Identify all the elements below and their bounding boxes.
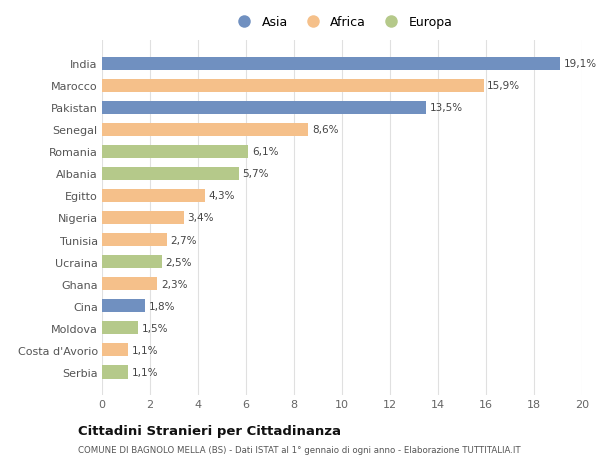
Bar [102,365,128,379]
Text: 1,5%: 1,5% [142,323,168,333]
Text: 1,8%: 1,8% [149,301,175,311]
Bar [102,57,560,71]
Bar [102,277,157,291]
Legend: Asia, Africa, Europa: Asia, Africa, Europa [228,12,456,33]
Bar [102,234,167,246]
Text: 1,1%: 1,1% [132,345,158,355]
Text: 8,6%: 8,6% [312,125,338,135]
Text: 2,7%: 2,7% [170,235,197,245]
Text: 13,5%: 13,5% [430,103,463,113]
Text: 2,3%: 2,3% [161,279,187,289]
Text: 15,9%: 15,9% [487,81,520,91]
Text: 4,3%: 4,3% [209,191,235,201]
Text: 5,7%: 5,7% [242,169,269,179]
Text: Cittadini Stranieri per Cittadinanza: Cittadini Stranieri per Cittadinanza [78,425,341,437]
Text: 19,1%: 19,1% [564,59,597,69]
Bar [102,168,239,180]
Bar [102,212,184,224]
Bar [102,123,308,137]
Bar [102,343,128,357]
Bar [102,190,205,202]
Text: 3,4%: 3,4% [187,213,214,223]
Text: 6,1%: 6,1% [252,147,278,157]
Text: 1,1%: 1,1% [132,367,158,377]
Text: 2,5%: 2,5% [166,257,192,267]
Bar [102,321,138,335]
Bar [102,256,162,269]
Bar [102,146,248,159]
Bar [102,79,484,93]
Text: COMUNE DI BAGNOLO MELLA (BS) - Dati ISTAT al 1° gennaio di ogni anno - Elaborazi: COMUNE DI BAGNOLO MELLA (BS) - Dati ISTA… [78,445,521,454]
Bar [102,299,145,313]
Bar [102,101,426,115]
